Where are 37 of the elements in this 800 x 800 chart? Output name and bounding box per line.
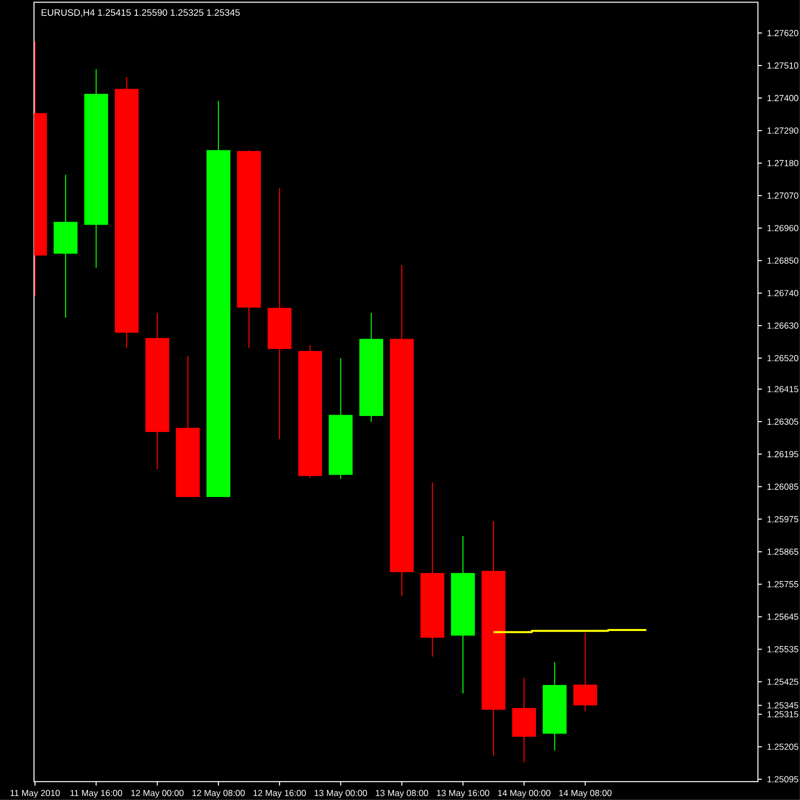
y-tick-label: 1.25535 [768,646,798,652]
y-tick-label: 1.25645 [768,614,798,620]
y-tick-label: 1.26415 [768,386,798,392]
y-tick-label: 1.25975 [768,516,798,522]
x-tick-label: 13 May 08:00 [376,790,428,798]
x-tick-label: 14 May 00:00 [498,790,550,798]
y-tick-label: 1.26520 [768,355,798,362]
y-tick-label: 1.25865 [768,548,798,555]
y-tick-label: 1.26740 [768,290,798,296]
y-tick-label: 1.25345 [768,702,798,709]
x-tick-label: 12 May 16:00 [254,790,306,798]
x-tick-label: 11 May 2010 [10,790,60,798]
y-tick-label: 1.27510 [768,62,798,69]
x-tick-label: 13 May 16:00 [436,790,490,798]
x-tick-label: 13 May 00:00 [314,790,367,798]
y-tick-label: 1.27290 [768,127,798,134]
y-tick-label: 1.26960 [768,225,798,232]
y-tick-label: 1.25315 [768,711,798,718]
y-tick-label: 1.25755 [768,581,798,588]
y-tick-label: 1.27070 [768,192,798,199]
y-tick-label: 1.27620 [768,30,798,36]
x-tick-label: 12 May 08:00 [192,790,245,798]
y-tick-label: 1.26630 [768,322,798,329]
y-tick-label: 1.26305 [768,418,798,425]
y-tick-label: 1.25205 [768,744,798,750]
y-tick-label: 1.26085 [768,484,798,490]
x-tick-label: 11 May 16:00 [70,790,122,798]
y-tick-label: 1.27180 [768,160,798,166]
y-tick-label: 1.25425 [768,678,798,685]
y-tick-label: 1.25095 [768,776,798,782]
y-tick-label: 1.27400 [768,94,798,102]
candlestick [573,632,598,712]
x-tick-label: 12 May 00:00 [131,790,184,798]
text: EURUSD,H4 1.25415 1.25590 1.25325 1.25345 [42,9,240,17]
y-tick-label: 1.26850 [768,258,798,264]
y-tick-label: 1.26195 [768,451,798,458]
x-tick-label: 14 May 08:00 [559,790,612,798]
